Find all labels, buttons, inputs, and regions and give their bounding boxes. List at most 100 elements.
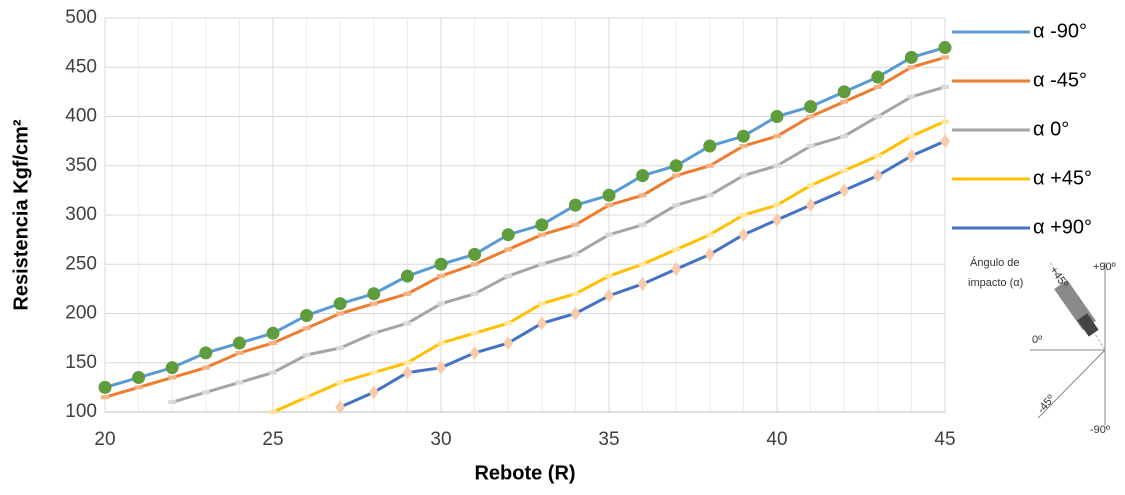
marker [503, 336, 513, 350]
marker [101, 395, 109, 399]
marker [907, 134, 915, 138]
marker [99, 381, 112, 394]
marker [336, 312, 344, 316]
marker [639, 193, 647, 197]
marker [738, 228, 748, 242]
marker [874, 154, 882, 158]
marker [672, 174, 680, 178]
marker [168, 376, 176, 380]
marker [435, 258, 448, 271]
marker [941, 55, 949, 59]
marker [605, 233, 613, 237]
y-tick-label: 350 [65, 155, 97, 176]
marker [336, 346, 344, 350]
y-axis-title: Resistencia Kgf/cm² [10, 119, 32, 311]
marker [807, 183, 815, 187]
y-tick-label: 200 [65, 303, 97, 324]
marker [504, 321, 512, 325]
y-tick-label: 450 [65, 56, 97, 77]
marker [468, 248, 481, 261]
marker [773, 134, 781, 138]
legend-label: α -45° [1033, 69, 1087, 91]
marker [941, 119, 949, 123]
marker [402, 366, 412, 380]
marker [535, 218, 548, 231]
series-line [172, 87, 945, 402]
inset-label: 0º [1032, 334, 1042, 346]
y-tick-label: 100 [65, 401, 97, 422]
marker [437, 302, 445, 306]
y-tick-label: 150 [65, 352, 97, 373]
marker [771, 110, 784, 123]
marker [874, 85, 882, 89]
marker [840, 100, 848, 104]
inset-title: impacto (α) [968, 277, 1023, 289]
marker [367, 287, 380, 300]
marker [638, 277, 648, 291]
marker [199, 346, 212, 359]
y-tick-label: 500 [65, 7, 97, 28]
marker [303, 395, 311, 399]
marker [804, 100, 817, 113]
marker [202, 366, 210, 370]
marker [939, 41, 952, 54]
marker [267, 327, 280, 340]
marker [807, 144, 815, 148]
marker [571, 223, 579, 227]
marker [235, 380, 243, 384]
marker [370, 331, 378, 335]
marker [369, 385, 379, 399]
x-tick-label: 35 [598, 429, 619, 450]
marker [300, 309, 313, 322]
inset-label: +90º [1093, 261, 1116, 273]
x-tick-label: 45 [934, 429, 955, 450]
marker [537, 316, 547, 330]
marker [471, 331, 479, 335]
inset-title: Ángulo de [970, 256, 1020, 269]
chart: Rebote (R) Resistencia Kgf/cm² 100150200… [0, 0, 1125, 495]
marker [706, 193, 714, 197]
marker [670, 159, 683, 172]
marker [370, 302, 378, 306]
marker [370, 371, 378, 375]
marker [269, 341, 277, 345]
x-tick-label: 30 [430, 429, 451, 450]
marker [135, 385, 143, 389]
marker [334, 297, 347, 310]
marker [269, 410, 277, 414]
marker [604, 289, 614, 303]
inset-label: -90º [1090, 424, 1110, 436]
x-tick-label: 20 [94, 429, 115, 450]
marker [569, 199, 582, 212]
legend-label: α -90° [1033, 20, 1087, 42]
marker [403, 321, 411, 325]
marker [840, 134, 848, 138]
marker [806, 198, 816, 212]
marker [570, 307, 580, 321]
legend-label: α 0° [1033, 118, 1069, 140]
inset-label: -45º [1035, 393, 1057, 416]
marker [873, 169, 883, 183]
y-tick-label: 250 [65, 253, 97, 274]
marker [470, 346, 480, 360]
marker [871, 71, 884, 84]
x-tick-label: 25 [262, 429, 283, 450]
marker [807, 115, 815, 119]
marker [538, 233, 546, 237]
marker [907, 95, 915, 99]
marker [737, 130, 750, 143]
marker [336, 380, 344, 384]
marker [504, 274, 512, 278]
marker [437, 274, 445, 278]
marker [639, 262, 647, 266]
x-axis-title: Rebote (R) [474, 462, 575, 484]
marker [874, 115, 882, 119]
marker [706, 164, 714, 168]
marker [538, 302, 546, 306]
y-tick-label: 300 [65, 204, 97, 225]
marker [166, 361, 179, 374]
marker [471, 292, 479, 296]
marker [639, 223, 647, 227]
marker [504, 247, 512, 251]
marker [672, 203, 680, 207]
